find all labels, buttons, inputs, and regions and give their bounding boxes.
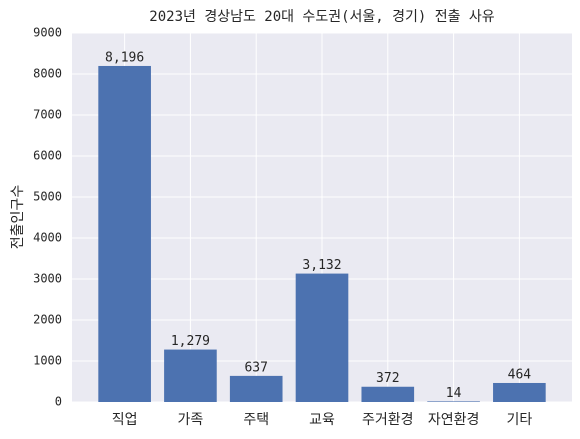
chart-title: 2023년 경상남도 20대 수도권(서울, 경기) 전출 사유 xyxy=(149,9,495,25)
value-label: 14 xyxy=(446,386,462,401)
y-tick-label: 1000 xyxy=(33,354,62,368)
x-tick-label: 기타 xyxy=(506,412,532,428)
x-tick-label: 직업 xyxy=(112,412,138,428)
bar xyxy=(295,273,349,402)
y-tick-label: 5000 xyxy=(33,190,62,204)
value-label: 8,196 xyxy=(105,50,144,65)
value-label: 464 xyxy=(508,367,532,382)
bar xyxy=(98,65,151,403)
value-label: 1,279 xyxy=(171,334,210,349)
x-tick-label: 가족 xyxy=(178,412,204,428)
bar xyxy=(229,375,283,402)
x-tick-label: 주택 xyxy=(243,412,269,428)
y-tick-label: 7000 xyxy=(33,108,62,122)
bar xyxy=(427,401,480,402)
y-tick-label: 9000 xyxy=(33,26,62,40)
y-tick-label: 2000 xyxy=(33,313,62,327)
y-axis-label: 전출인구수 xyxy=(10,185,26,250)
x-tick-label: 주거환경 xyxy=(362,412,414,428)
bar xyxy=(493,382,546,402)
value-label: 372 xyxy=(376,371,399,386)
value-label: 637 xyxy=(244,360,267,375)
y-tick-label: 6000 xyxy=(33,149,62,163)
x-tick-label: 자연환경 xyxy=(428,412,480,428)
bar xyxy=(361,386,415,402)
y-tick-label: 0 xyxy=(55,395,62,409)
value-label: 3,132 xyxy=(302,258,341,273)
y-tick-label: 3000 xyxy=(33,272,62,286)
x-tick-label: 교육 xyxy=(309,412,335,428)
bar xyxy=(164,349,217,402)
y-tick-label: 8000 xyxy=(33,67,62,81)
y-tick-label: 4000 xyxy=(33,231,62,245)
